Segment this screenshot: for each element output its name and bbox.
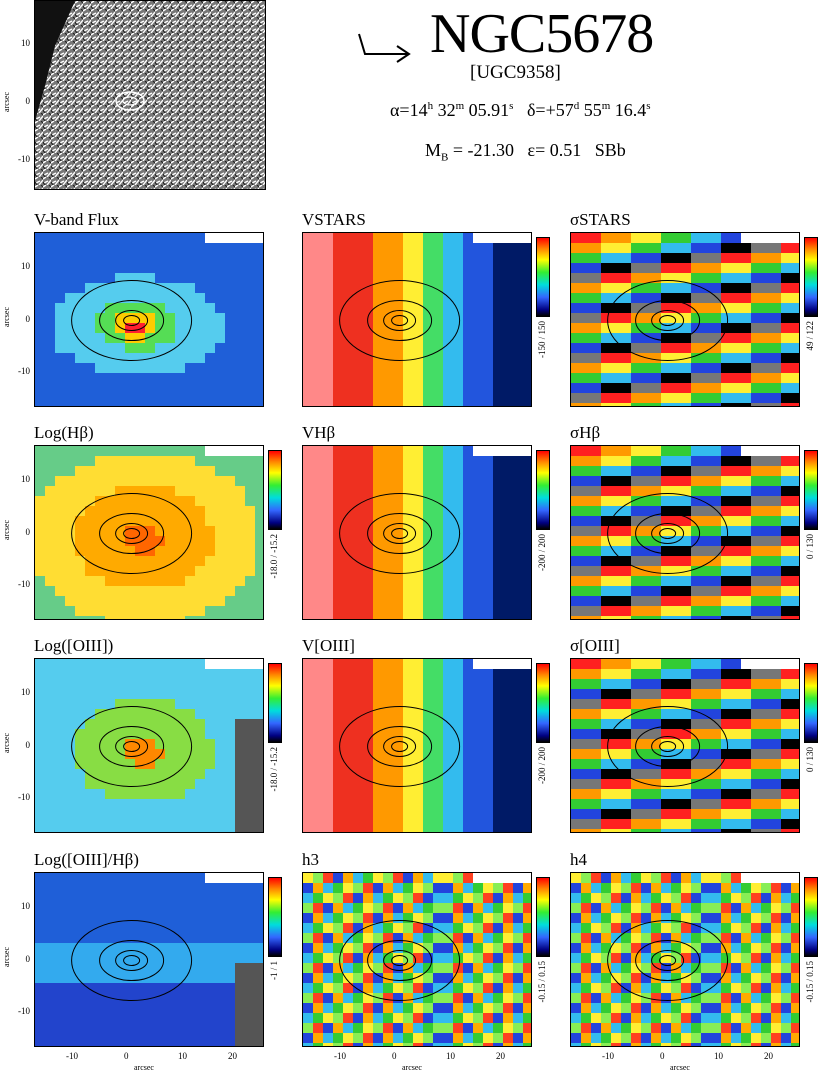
map-vband [34,232,264,407]
colorbar-range: -18.0 / -15.2 [269,534,279,579]
colorbar-ratio: -1 / 1 [268,877,282,980]
colorbar-gradient [536,877,550,957]
colorbar-gradient [536,450,550,530]
ytick: 0 [8,527,30,537]
xtick: 0 [660,1051,665,1061]
panel-title-voiii: V[OIII] [302,636,355,656]
ytick-header-0: 0 [8,96,30,106]
colorbar-range: -18.0 / -15.2 [269,747,279,792]
ytick: 10 [8,474,30,484]
x-axis-label: arcsec [134,1063,154,1072]
colorbar-sstars: 49 / 122 [804,237,818,351]
ytick: 10 [8,687,30,697]
colorbar-gradient [268,877,282,957]
map-logoiii [34,658,264,833]
colorbar-shb: 0 / 130 [804,450,818,559]
colorbar-range: 0 / 130 [805,534,815,559]
colorbar-loghb: -18.0 / -15.2 [268,450,282,579]
colorbar-range: -200 / 200 [537,534,547,571]
xtick: 20 [764,1051,773,1061]
ytick: 10 [8,261,30,271]
x-axis-label: arcsec [670,1063,690,1072]
galaxy-name: NGC5678 [430,6,653,62]
unsharp-image [35,1,266,190]
map-vhb [302,445,532,620]
panel-title-ratio: Log([OIII]/Hβ) [34,850,139,870]
y-axis-label-header: arcsec [2,92,11,112]
y-axis-label: arcsec [2,520,11,540]
map-shb [570,445,800,620]
xtick: 10 [446,1051,455,1061]
map-h4 [570,872,800,1047]
panel-title-logoiii: Log([OIII]) [34,636,113,656]
arrow-icon [355,28,415,68]
colorbar-gradient [536,237,550,317]
colorbar-gradient [268,450,282,530]
xtick: -10 [66,1051,78,1061]
xtick: -10 [602,1051,614,1061]
ytick: 0 [8,740,30,750]
panel-title-vband: V-band Flux [34,210,119,230]
colorbar-gradient [804,663,818,743]
panel-title-shb: σHβ [570,423,600,443]
unsharp-image-panel [34,0,266,190]
xtick: 10 [178,1051,187,1061]
ytick: 0 [8,314,30,324]
coordinates: α=14h 32m 05.91s δ=+57d 55m 16.4s [390,100,651,121]
xtick: 10 [714,1051,723,1061]
ytick: -10 [8,579,30,589]
ytick: 0 [8,954,30,964]
x-axis-label: arcsec [402,1063,422,1072]
colorbar-gradient [536,663,550,743]
map-voiii [302,658,532,833]
galaxy-alt-name: [UGC9358] [470,62,561,84]
colorbar-gradient [804,237,818,317]
map-soiii [570,658,800,833]
panel-title-h3: h3 [302,850,319,870]
y-axis-label: arcsec [2,733,11,753]
colorbar-range: -200 / 200 [537,747,547,784]
ytick-header-m10: -10 [8,154,30,164]
panel-title-loghb: Log(Hβ) [34,423,94,443]
ytick-header-10: 10 [8,38,30,48]
galaxy-properties: MB = -21.30 ε= 0.51 SBb [425,140,626,164]
map-loghb [34,445,264,620]
colorbar-gradient [268,663,282,743]
colorbar-vhb: -200 / 200 [536,450,550,571]
ytick: -10 [8,792,30,802]
colorbar-soiii: 0 / 130 [804,663,818,772]
colorbar-h3: -0.15 / 0.15 [536,877,550,1003]
xtick: 20 [228,1051,237,1061]
colorbar-range: -150 / 150 [537,321,547,358]
xtick: 0 [392,1051,397,1061]
map-sstars [570,232,800,407]
xtick: -10 [334,1051,346,1061]
map-vstars [302,232,532,407]
colorbar-gradient [804,450,818,530]
map-ratio [34,872,264,1047]
colorbar-range: -1 / 1 [269,961,279,980]
map-h3 [302,872,532,1047]
ytick: -10 [8,366,30,376]
colorbar-vstars: -150 / 150 [536,237,550,358]
ytick: -10 [8,1006,30,1016]
y-axis-label: arcsec [2,947,11,967]
colorbar-range: 49 / 122 [805,321,815,351]
panel-title-soiii: σ[OIII] [570,636,620,656]
panel-title-h4: h4 [570,850,587,870]
xtick: 20 [496,1051,505,1061]
colorbar-voiii: -200 / 200 [536,663,550,784]
colorbar-range: 0 / 130 [805,747,815,772]
colorbar-logoiii: -18.0 / -15.2 [268,663,282,792]
y-axis-label: arcsec [2,307,11,327]
colorbar-range: -0.15 / 0.15 [537,961,547,1003]
xtick: 0 [124,1051,129,1061]
colorbar-range: -0.15 / 0.15 [805,961,815,1003]
colorbar-h4: -0.15 / 0.15 [804,877,818,1003]
panel-title-vstars: VSTARS [302,210,366,230]
ytick: 10 [8,901,30,911]
colorbar-gradient [804,877,818,957]
panel-title-vhb: VHβ [302,423,335,443]
panel-title-sstars: σSTARS [570,210,631,230]
